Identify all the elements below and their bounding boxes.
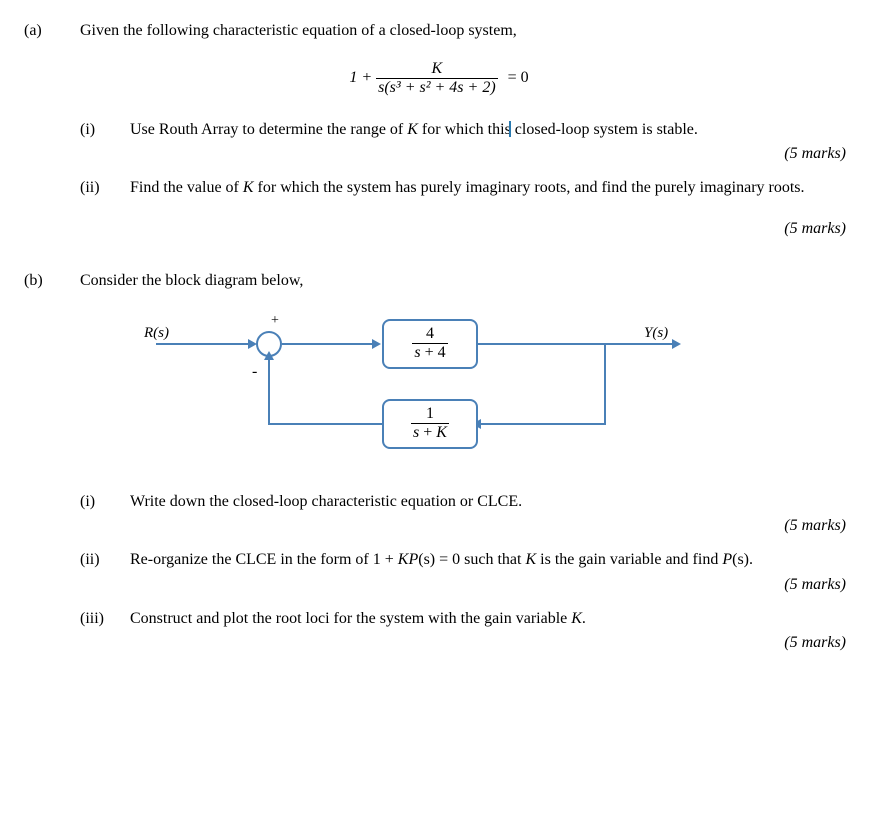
- wire: [282, 343, 376, 345]
- part-b: (b) Consider the block diagram below,: [24, 270, 854, 292]
- part-b-i: (i) Write down the closed-loop character…: [80, 491, 854, 513]
- part-a-i-marks: (5 marks): [24, 143, 846, 165]
- wire: [156, 343, 252, 345]
- part-b-label: (b): [24, 270, 80, 292]
- part-a-i-label: (i): [80, 119, 130, 141]
- eqn-fraction: K s(s³ + s² + 4s + 2): [376, 60, 498, 96]
- plus-icon: +: [271, 311, 279, 331]
- part-a-intro: Given the following characteristic equat…: [80, 20, 854, 42]
- block-H-num: 1: [411, 405, 449, 424]
- part-b-iii-label: (iii): [80, 608, 130, 630]
- part-a-i: (i) Use Routh Array to determine the ran…: [80, 119, 854, 141]
- wire: [478, 423, 606, 425]
- wire: [268, 423, 382, 425]
- label-R: R(s): [144, 323, 169, 344]
- arrow-right-icon: [372, 339, 381, 349]
- part-a: (a) Given the following characteristic e…: [24, 20, 854, 42]
- block-diagram: R(s) Y(s) + - 4 s + 4 1 s + K: [144, 303, 704, 473]
- block-G: 4 s + 4: [382, 319, 478, 369]
- part-a-i-text: Use Routh Array to determine the range o…: [130, 119, 854, 141]
- part-b-ii-marks: (5 marks): [24, 574, 846, 596]
- arrow-right-icon: [672, 339, 681, 349]
- part-a-ii-marks: (5 marks): [24, 218, 846, 240]
- eqn-num: K: [376, 60, 498, 79]
- eqn-den: s(s³ + s² + 4s + 2): [378, 79, 496, 96]
- block-G-num: 4: [412, 325, 447, 344]
- part-b-ii-label: (ii): [80, 549, 130, 571]
- part-a-equation: 1 + K s(s³ + s² + 4s + 2) = 0: [24, 60, 854, 96]
- arrow-up-icon: [264, 351, 274, 360]
- part-b-iii: (iii) Construct and plot the root loci f…: [80, 608, 854, 630]
- part-b-iii-text: Construct and plot the root loci for the…: [130, 608, 854, 630]
- part-b-iii-marks: (5 marks): [24, 632, 846, 654]
- wire: [478, 343, 676, 345]
- part-a-ii-text: Find the value of K for which the system…: [130, 177, 854, 199]
- eqn-lead: 1 +: [349, 69, 372, 86]
- part-a-ii: (ii) Find the value of K for which the s…: [80, 177, 854, 199]
- part-b-i-text: Write down the closed-loop characteristi…: [130, 491, 854, 513]
- part-a-label: (a): [24, 20, 80, 42]
- minus-icon: -: [252, 361, 257, 383]
- part-a-ii-label: (ii): [80, 177, 130, 199]
- label-Y: Y(s): [644, 323, 668, 344]
- wire: [604, 343, 606, 425]
- wire: [268, 357, 270, 425]
- part-b-ii: (ii) Re-organize the CLCE in the form of…: [80, 549, 854, 571]
- eqn-equals: = 0: [508, 69, 529, 86]
- arrow-right-icon: [248, 339, 257, 349]
- part-b-ii-text: Re-organize the CLCE in the form of 1 + …: [130, 549, 854, 571]
- part-b-i-label: (i): [80, 491, 130, 513]
- part-b-intro: Consider the block diagram below,: [80, 270, 854, 292]
- part-b-i-marks: (5 marks): [24, 515, 846, 537]
- block-H: 1 s + K: [382, 399, 478, 449]
